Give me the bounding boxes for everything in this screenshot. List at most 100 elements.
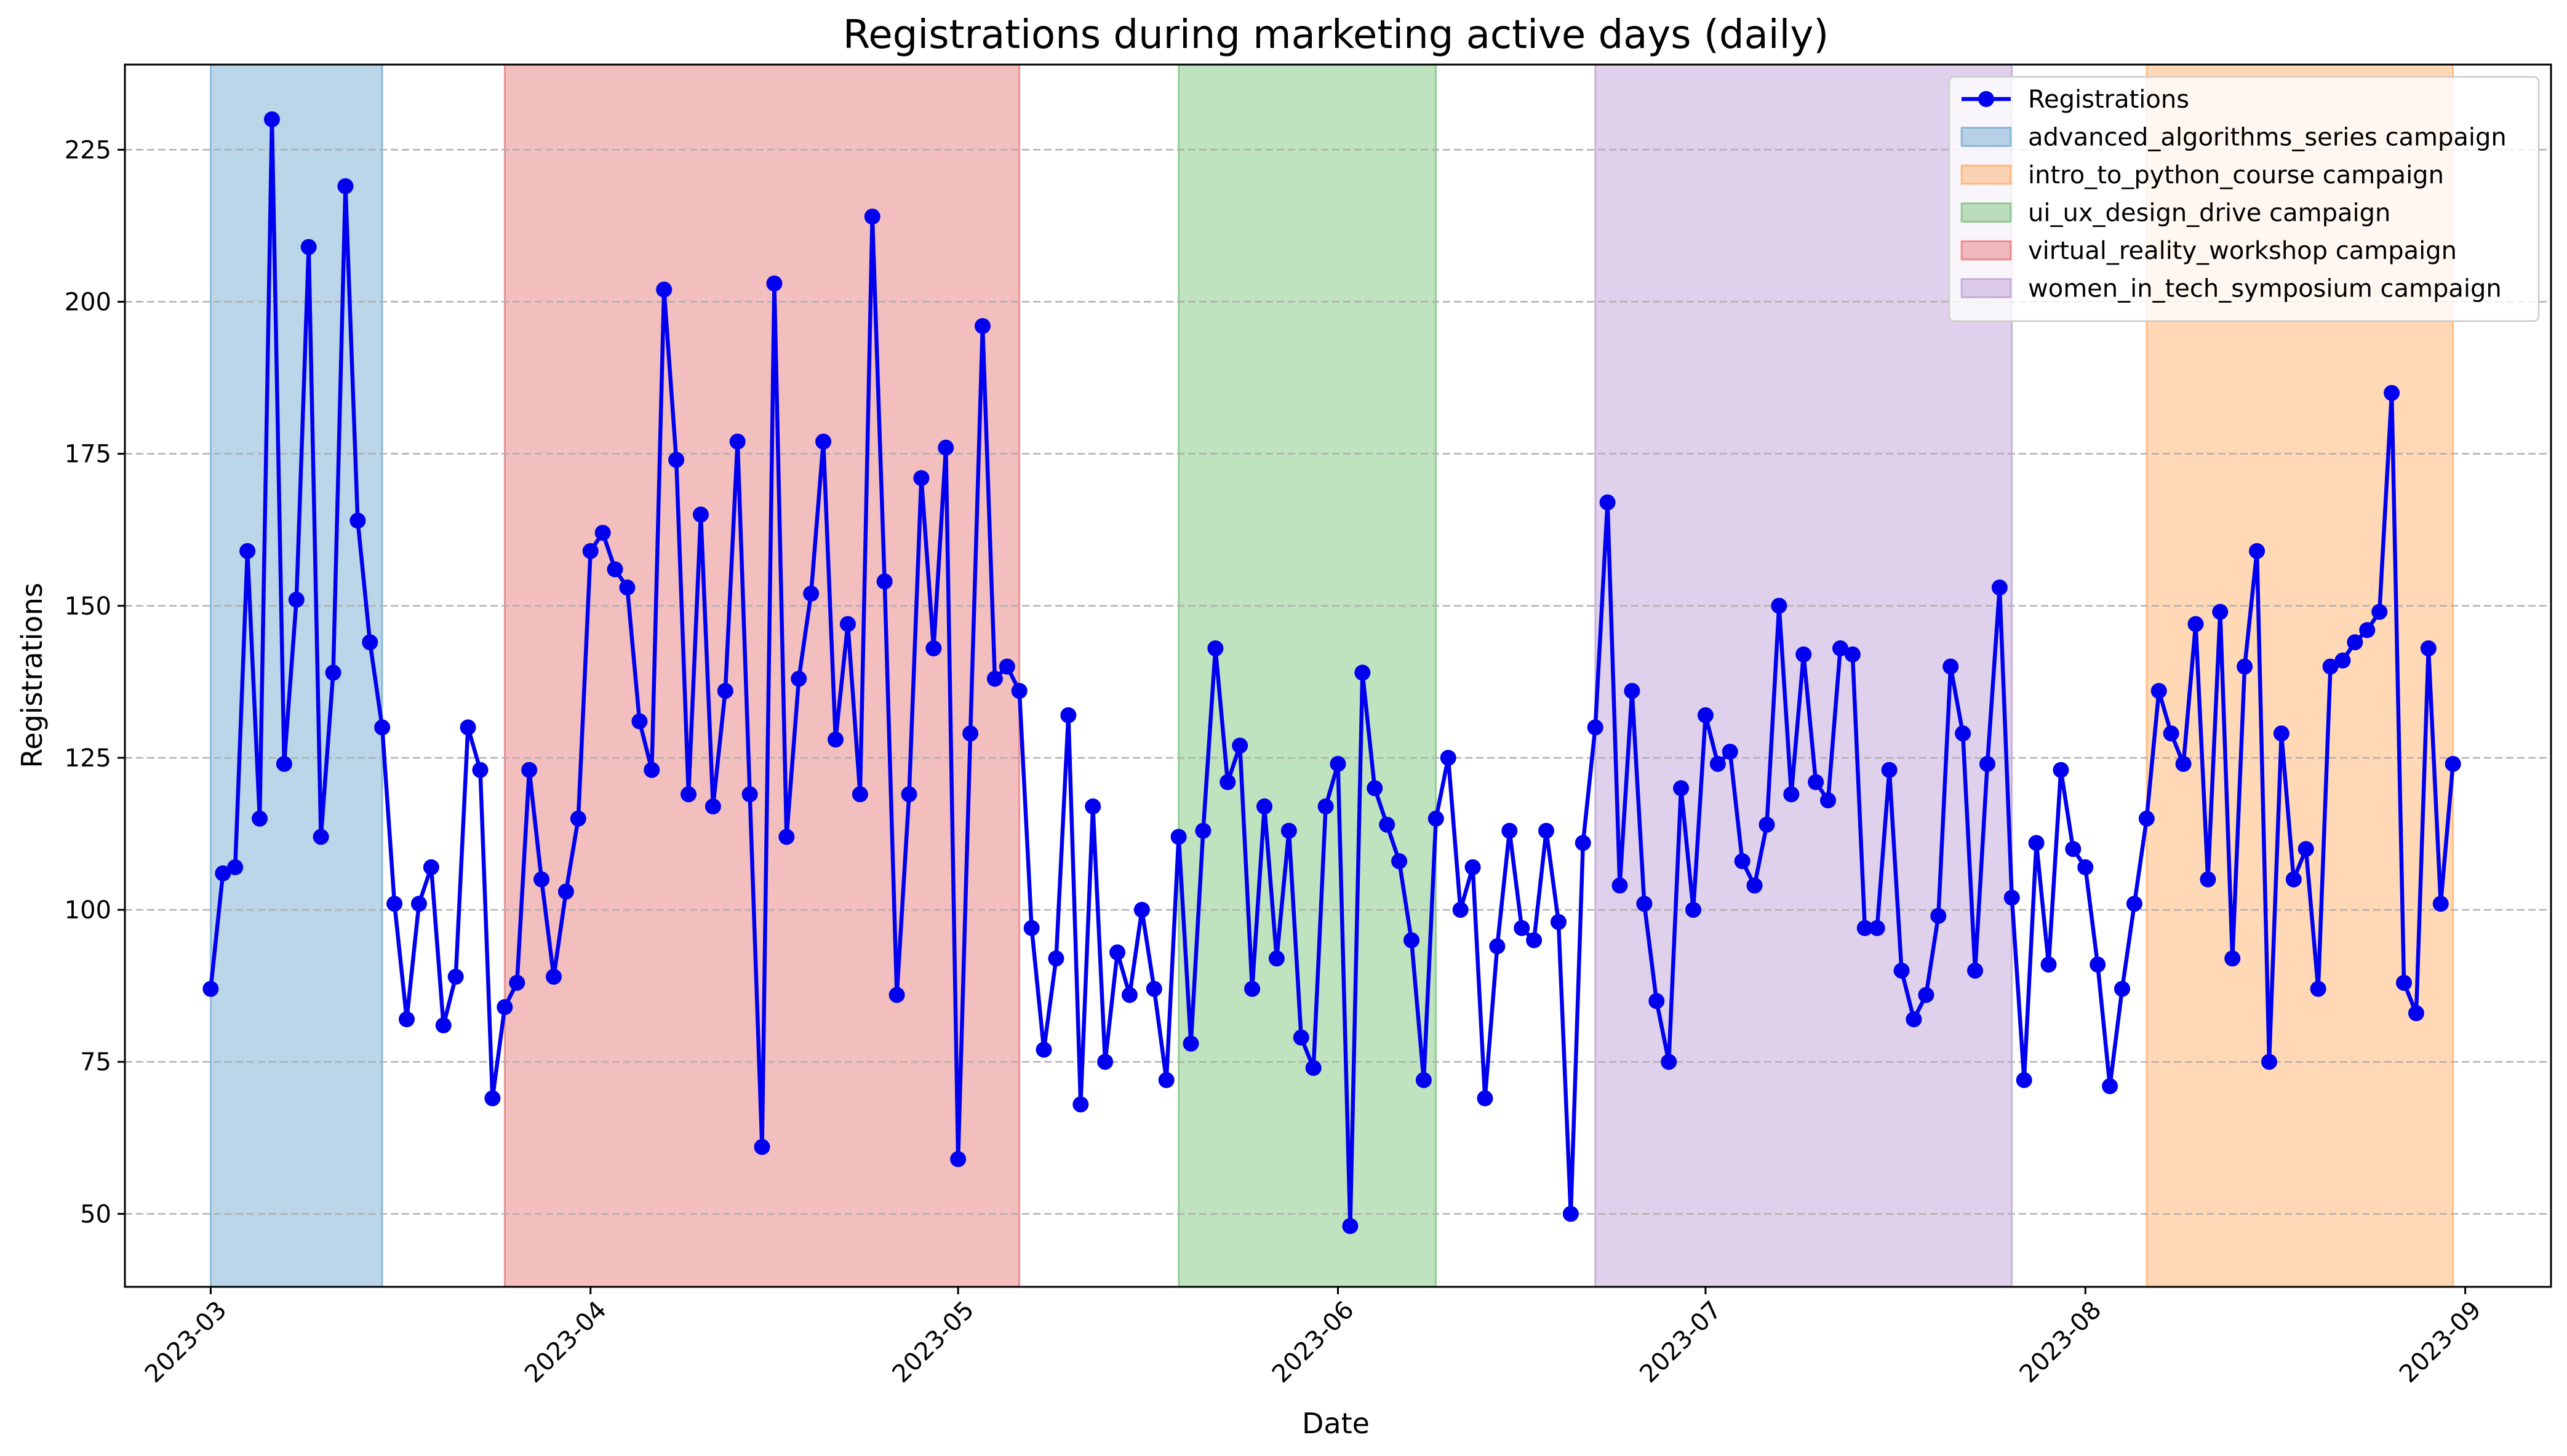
y-tick-label: 75 [80,1048,111,1076]
legend-label: intro_to_python_course campaign [2028,161,2444,189]
data-point [2432,896,2449,912]
data-point [913,470,930,487]
data-point [1403,932,1419,949]
y-axis-label: Registrations [15,583,49,768]
data-point [227,859,244,875]
data-point [1869,920,1885,936]
data-point [1060,707,1077,723]
data-point [1085,798,1101,815]
data-point [2261,1054,2277,1070]
data-point [2016,1072,2032,1088]
data-point [1942,658,1959,675]
data-point [2273,725,2290,742]
data-point [741,786,758,803]
legend-swatch [1960,240,2012,261]
data-point [876,573,893,590]
data-point [1415,1072,1432,1088]
data-point [1379,816,1395,833]
data-point [2163,725,2179,742]
y-tick-label: 225 [65,136,111,164]
data-point [754,1139,770,1155]
data-point [1893,962,1910,979]
data-point [717,683,733,699]
data-point [1183,1035,1199,1052]
data-point [362,634,378,651]
data-point [1575,835,1591,851]
legend: Registrations advanced_algorithms_series … [1948,76,2540,322]
data-point [399,1011,415,1028]
data-point [239,543,256,559]
data-point [2126,896,2142,912]
data-point [1072,1096,1089,1113]
x-axis-label: Date [1302,1407,1370,1440]
data-point [313,829,329,845]
legend-label: virtual_reality_workshop campaign [2028,237,2457,265]
data-point [1930,907,1947,924]
data-point [386,896,403,912]
legend-label: women_in_tech_symposium campaign [2028,275,2502,303]
legend-swatch [1960,164,2012,185]
data-point [2249,543,2266,559]
data-point [1550,913,1567,930]
data-point [986,670,1003,687]
data-point [2347,634,2363,651]
data-point [2102,1078,2118,1094]
data-point [1587,719,1603,736]
data-point [1624,683,1640,699]
data-point [1991,579,2008,596]
data-point [1783,786,1800,803]
data-point [2310,981,2326,997]
data-point [1501,822,1518,839]
data-point [644,762,660,778]
y-tick-label: 50 [80,1200,111,1228]
data-point [2371,603,2388,620]
data-point [950,1151,967,1168]
data-point [839,616,856,632]
data-point [1317,798,1334,815]
y-tick-label: 150 [65,592,111,621]
data-point [1685,902,1702,918]
data-point [1746,877,1763,894]
data-point [545,968,562,985]
data-point [1526,932,1543,949]
data-point [472,762,489,778]
data-point [2200,871,2216,888]
data-point [1477,1090,1493,1107]
data-point [2175,755,2192,772]
data-point [582,543,599,559]
data-point [1856,920,1873,936]
data-point [2420,640,2437,657]
data-point [631,713,648,730]
data-point [300,239,317,255]
campaign-band [1178,63,1437,1288]
data-point [521,762,538,778]
data-point [533,871,550,888]
data-point [349,512,366,529]
data-point [1158,1072,1175,1088]
data-point [594,525,611,541]
legend-marker [1978,91,1994,107]
data-point [1023,920,1040,936]
legend-label: Registrations [2028,86,2189,114]
series-layer [202,111,2461,1235]
data-point [423,859,439,875]
data-point [1881,762,1898,778]
legend-label: advanced_algorithms_series campaign [2028,124,2507,152]
y-tick-label: 200 [65,288,111,317]
data-point [2334,652,2351,669]
data-point [705,798,721,815]
data-point [1673,780,1690,797]
legend-swatch [1960,202,2012,223]
data-point [1979,755,1995,772]
data-point [864,209,880,225]
data-point [460,719,476,736]
data-point [1844,646,1861,662]
data-point [1342,1218,1359,1235]
data-point [1648,993,1665,1009]
data-point [692,506,709,523]
data-point [1293,1029,1309,1046]
data-point [1232,738,1248,754]
data-point [1146,981,1162,997]
data-point [2322,658,2339,675]
data-point [410,896,427,912]
